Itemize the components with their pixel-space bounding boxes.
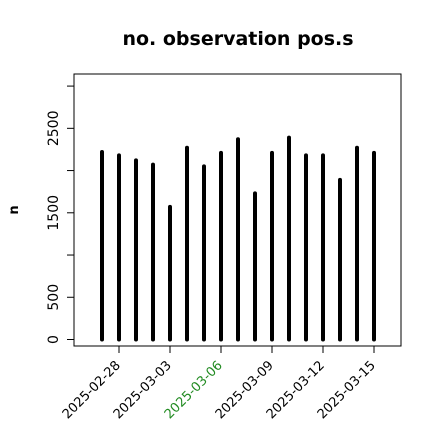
y-tick-label: 0 xyxy=(46,335,62,344)
y-axis: 0 500 1500 2500 xyxy=(46,85,74,344)
bar-series xyxy=(100,135,376,342)
chart-title: no. observation pos.s xyxy=(122,28,353,50)
y-tick-label: 2500 xyxy=(46,111,62,147)
x-axis: 2025-02-282025-03-032025-03-062025-03-09… xyxy=(60,346,379,422)
y-tick-label: 500 xyxy=(46,284,62,311)
y-axis-label: n xyxy=(7,205,22,214)
plot-frame xyxy=(73,73,402,347)
y-tick-label: 1500 xyxy=(46,195,62,231)
